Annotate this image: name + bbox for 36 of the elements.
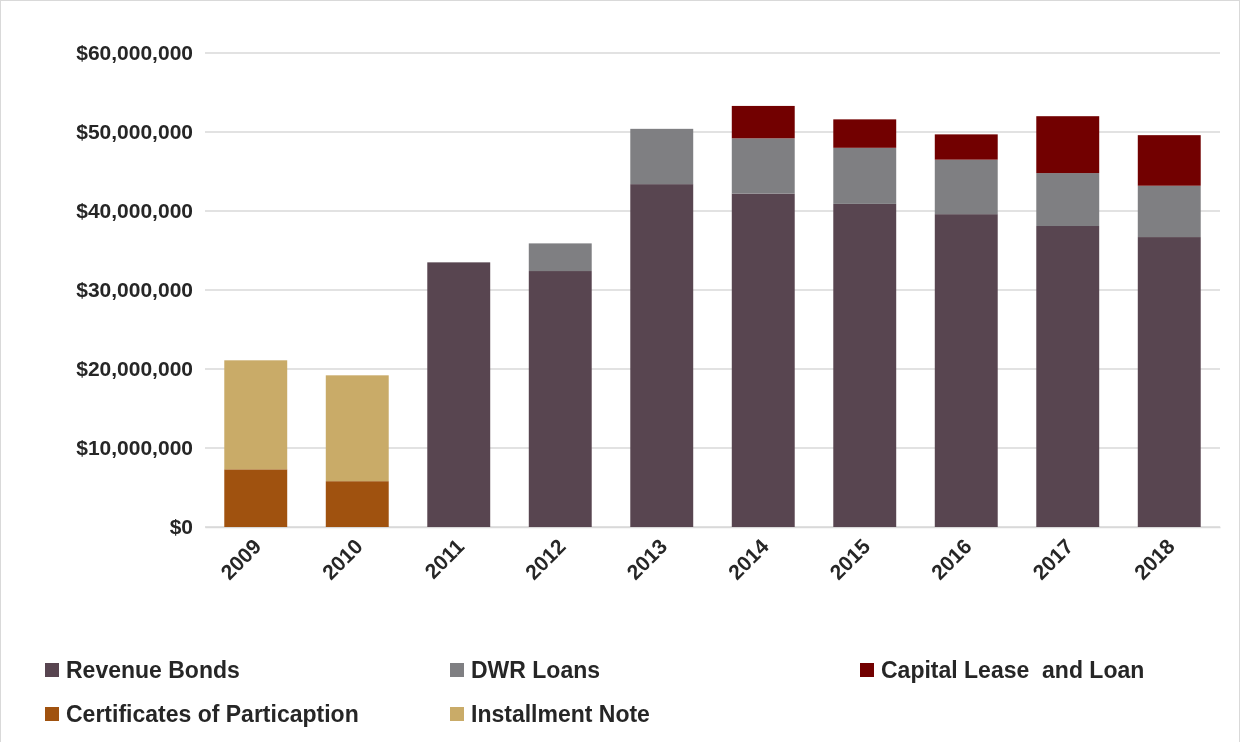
- bar: [731, 105, 795, 139]
- bar: [630, 128, 694, 185]
- bar: [427, 262, 491, 527]
- y-tick-label: $50,000,000: [76, 120, 193, 144]
- bar: [934, 214, 998, 527]
- bar: [731, 138, 795, 194]
- bar: [325, 375, 389, 482]
- y-tick-label: $60,000,000: [76, 41, 193, 65]
- y-tick-label: $30,000,000: [76, 278, 193, 302]
- legend-label: DWR Loans: [471, 657, 601, 684]
- bar: [630, 184, 694, 527]
- bar: [1036, 226, 1100, 527]
- bar: [528, 243, 592, 272]
- y-tick-label: $0: [169, 515, 193, 539]
- bar: [528, 271, 592, 527]
- legend-label: Revenue Bonds: [66, 657, 240, 684]
- bar: [833, 203, 897, 527]
- bar: [934, 159, 998, 215]
- bar: [1137, 237, 1201, 527]
- bar: [833, 119, 897, 148]
- bar: [224, 469, 288, 527]
- y-tick-label: $10,000,000: [76, 436, 193, 460]
- bar: [731, 193, 795, 527]
- bar: [934, 134, 998, 160]
- legend-label: Capital Lease and Loan: [881, 657, 1145, 684]
- bar: [1036, 116, 1100, 174]
- bar: [1137, 135, 1201, 186]
- legend-label: Certificates of Particaption: [66, 701, 359, 728]
- bar: [1137, 185, 1201, 238]
- y-tick-label: $20,000,000: [76, 357, 193, 381]
- y-tick-label: $40,000,000: [76, 199, 193, 223]
- bar: [1036, 173, 1100, 227]
- bar: [224, 360, 288, 470]
- legend-label: Installment Note: [471, 701, 650, 728]
- bar: [833, 147, 897, 204]
- bar: [325, 481, 389, 527]
